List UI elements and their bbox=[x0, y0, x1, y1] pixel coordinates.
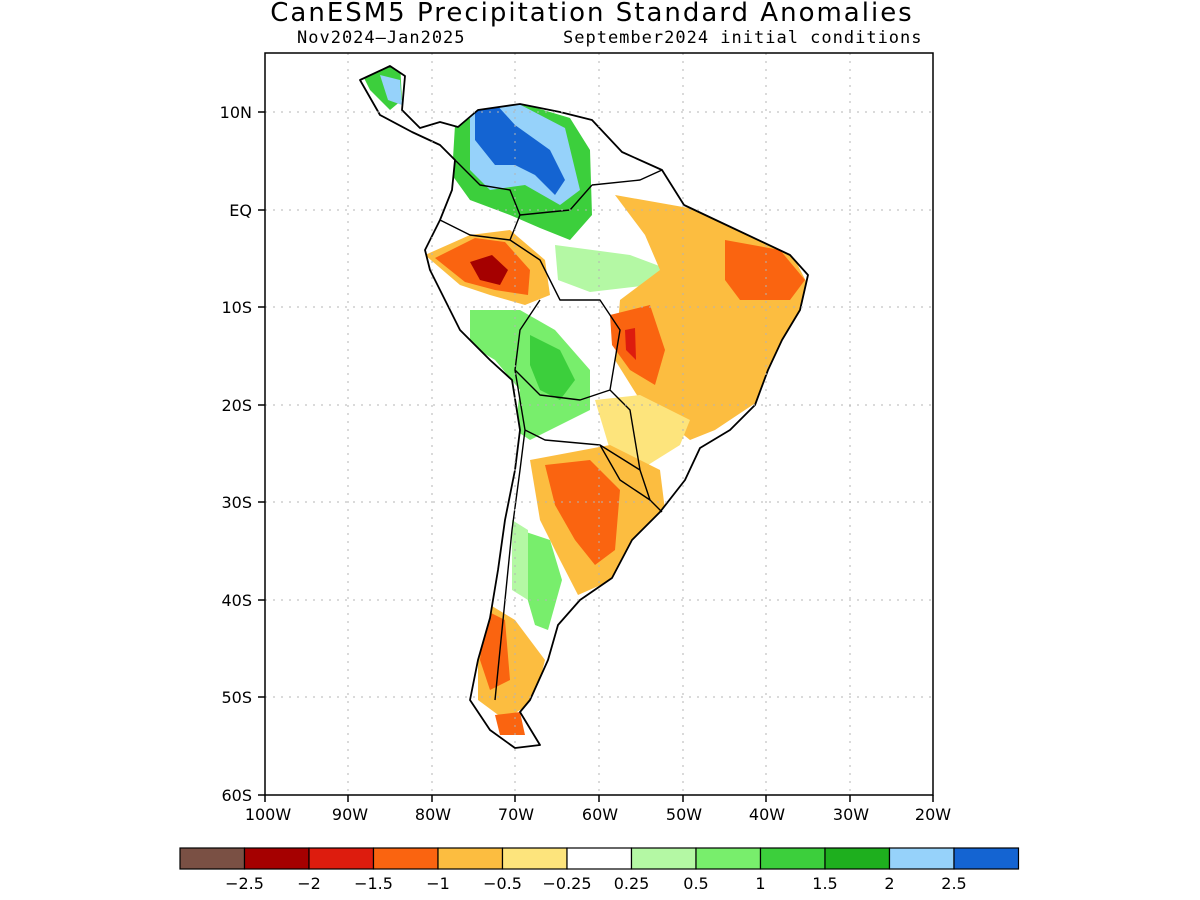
colorbar-swatch bbox=[501, 847, 568, 870]
colorbar-swatch bbox=[243, 847, 310, 870]
lat-label: EQ bbox=[229, 201, 252, 220]
lat-label: 30S bbox=[221, 493, 252, 512]
colorbar-label: −2 bbox=[297, 874, 321, 893]
colorbar bbox=[179, 847, 1020, 870]
wet-region-bolivia-core bbox=[530, 335, 575, 400]
colorbar-swatch bbox=[888, 847, 955, 870]
lat-label: 10S bbox=[221, 298, 252, 317]
dry-region-northeast-core bbox=[725, 240, 805, 300]
lat-label: 50S bbox=[221, 688, 252, 707]
colorbar-swatch bbox=[566, 847, 633, 870]
dry-region-argentina-core bbox=[545, 460, 620, 565]
colorbar-label: 1 bbox=[755, 874, 765, 893]
lon-label: 80W bbox=[415, 805, 451, 824]
lat-label: 10N bbox=[220, 103, 252, 122]
wet-region-bolivia bbox=[470, 310, 590, 440]
wet-region-amazon bbox=[555, 245, 670, 292]
wet-region-patagonia bbox=[520, 530, 562, 630]
colorbar-label: 1.5 bbox=[812, 874, 837, 893]
colorbar-swatch bbox=[372, 847, 439, 870]
lon-label: 30W bbox=[833, 805, 869, 824]
wet-region-central-america-light bbox=[380, 75, 402, 105]
colorbar-swatch bbox=[953, 847, 1020, 870]
colorbar-label: −1.5 bbox=[354, 874, 393, 893]
dry-region-central bbox=[610, 305, 665, 385]
coastlines bbox=[359, 65, 809, 749]
lon-label: 70W bbox=[498, 805, 534, 824]
colorbar-labels: −2.5 −2 −1.5 −1 −0.5 −0.25 0.25 0.5 1 1.5 2 2.5 bbox=[225, 874, 967, 893]
colorbar-label: −0.5 bbox=[483, 874, 522, 893]
wet-region-north-core bbox=[475, 103, 565, 195]
tick-marks bbox=[258, 111, 934, 802]
colorbar-swatch bbox=[308, 847, 375, 870]
initial-conditions: September2024 initial conditions bbox=[563, 28, 923, 48]
colorbar-swatch bbox=[179, 847, 246, 870]
colorbar-label: −0.25 bbox=[542, 874, 591, 893]
dry-region-tierra-del-fuego bbox=[495, 712, 525, 735]
colorbar-swatch bbox=[630, 847, 697, 870]
colorbar-label: 2.5 bbox=[941, 874, 966, 893]
forecast-period: Nov2024—Jan2025 bbox=[297, 28, 466, 48]
colorbar-swatch bbox=[824, 847, 891, 870]
lon-label: 20W bbox=[915, 805, 951, 824]
colorbar-label: −2.5 bbox=[225, 874, 264, 893]
map-frame bbox=[265, 53, 933, 795]
lon-label: 60W bbox=[582, 805, 618, 824]
dry-region-west-amazon-core bbox=[470, 255, 508, 285]
lat-tick-labels: 10N EQ 10S 20S 30S 40S 50S 60S bbox=[220, 103, 252, 805]
colorbar-label: 2 bbox=[884, 874, 894, 893]
lat-label: 40S bbox=[221, 591, 252, 610]
lon-label: 50W bbox=[666, 805, 702, 824]
colorbar-swatch bbox=[437, 847, 504, 870]
wet-region-patagonia-pale bbox=[512, 520, 528, 600]
lon-label: 40W bbox=[749, 805, 785, 824]
colorbar-label: −1 bbox=[426, 874, 450, 893]
anomaly-fill-layer bbox=[360, 66, 808, 735]
colorbar-label: 0.25 bbox=[614, 874, 650, 893]
dry-region-central-core bbox=[625, 328, 636, 360]
lat-label: 60S bbox=[221, 786, 252, 805]
lon-label: 90W bbox=[332, 805, 368, 824]
colorbar-label: 0.5 bbox=[683, 874, 708, 893]
colorbar-swatch bbox=[759, 847, 826, 870]
lon-tick-labels: 100W 90W 80W 70W 60W 50W 40W 30W 20W bbox=[245, 805, 951, 824]
continent-outline bbox=[359, 65, 809, 749]
map-title: CanESM5 Precipitation Standard Anomalies bbox=[270, 0, 914, 28]
colorbar-swatch bbox=[695, 847, 762, 870]
lat-label: 20S bbox=[221, 396, 252, 415]
lon-label: 100W bbox=[245, 805, 292, 824]
